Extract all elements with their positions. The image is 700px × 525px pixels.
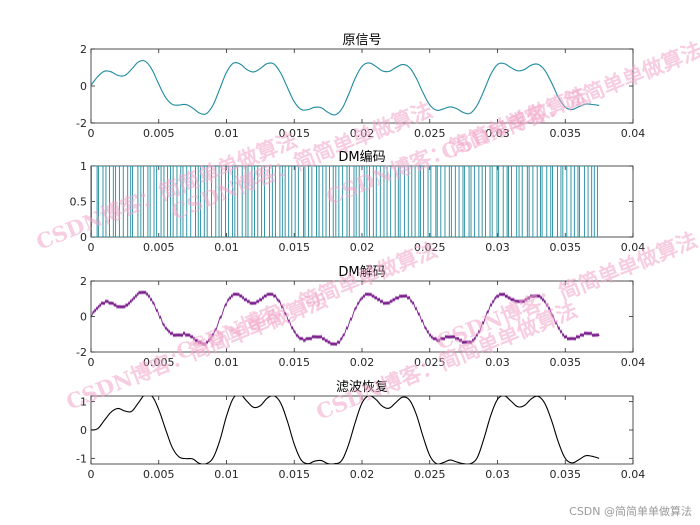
x-tick-label: 0 — [88, 241, 95, 254]
dm-decoded-line — [91, 290, 600, 347]
y-tick-label: 1 — [80, 396, 87, 409]
subplot-4: 滤波恢复 0 0.005 0.01 0.015 0.02 0.025 0.03 0.035 0.0… — [76, 380, 645, 481]
x-tick-label: 0.005 — [143, 468, 175, 481]
y-tick-label: 0 — [80, 80, 87, 93]
x-tick-label: 0 — [88, 356, 95, 369]
x-tick-label: 0.005 — [143, 356, 175, 369]
subplot-3: DM解码 0 0.005 0.01 0.015 0.02 0.025 0.03 0.035 0.0… — [76, 265, 645, 369]
y-tick-label: 1 — [80, 160, 87, 173]
x-tick-label: 0.035 — [550, 356, 582, 369]
subplot-title: 滤波恢复 — [336, 380, 388, 395]
x-tick-label: 0.035 — [550, 241, 582, 254]
x-tick-label: 0.01 — [214, 241, 239, 254]
x-tick-label: 0.015 — [279, 241, 311, 254]
x-tick-label: 0.02 — [350, 468, 375, 481]
x-tick-label: 0.025 — [414, 241, 446, 254]
x-tick-label: 0.04 — [621, 468, 646, 481]
y-tick-label: 0 — [80, 424, 87, 437]
subplot-1: 原信号 0 0.005 0.01 0.015 0.02 0.025 0.03 0.035 0.04… — [76, 33, 645, 140]
x-tick-label: 0.015 — [279, 356, 311, 369]
x-tick-label: 0.02 — [350, 127, 375, 140]
x-tick-label: 0.035 — [550, 127, 582, 140]
x-tick-label: 0.03 — [485, 127, 510, 140]
axes-box — [90, 395, 634, 465]
plot-area — [91, 396, 600, 464]
y-tick-label: -2 — [76, 117, 87, 130]
x-tick-label: 0.01 — [214, 127, 239, 140]
axes-box — [90, 165, 634, 238]
x-tick-label: 0.02 — [350, 241, 375, 254]
y-tick-label: 0 — [80, 231, 87, 244]
plot-area — [91, 166, 600, 237]
x-tick-label: 0.005 — [143, 241, 175, 254]
subplot-2: DM编码 0 0.005 0.01 0.015 0.02 0.025 0.03 0.035 0.0… — [70, 150, 646, 254]
y-tick-label: 0.5 — [70, 196, 88, 209]
x-tick-label: 0 — [88, 468, 95, 481]
x-tick-label: 0.01 — [214, 468, 239, 481]
axes-box — [90, 48, 634, 124]
x-tick-label: 0.03 — [485, 468, 510, 481]
x-tick-label: 0.02 — [350, 356, 375, 369]
x-tick-label: 0.035 — [550, 468, 582, 481]
y-tick-label: 0 — [80, 311, 87, 324]
subplot-title: DM解码 — [338, 265, 385, 280]
x-tick-label: 0.04 — [621, 241, 646, 254]
x-tick-label: 0.005 — [143, 127, 175, 140]
subplot-title: DM编码 — [338, 150, 385, 165]
x-tick-label: 0 — [88, 127, 95, 140]
x-tick-label: 0.025 — [414, 468, 446, 481]
csdn-credit: CSDN @简简单单做算法 — [569, 505, 692, 518]
y-tick-label: -2 — [76, 346, 87, 359]
x-tick-label: 0.04 — [621, 356, 646, 369]
x-tick-label: 0.03 — [485, 356, 510, 369]
x-tick-label: 0.03 — [485, 241, 510, 254]
x-tick-label: 0.01 — [214, 356, 239, 369]
series-line — [91, 396, 600, 464]
plot-area — [91, 59, 600, 116]
subplot-title: 原信号 — [342, 33, 381, 48]
series-line — [91, 59, 600, 116]
y-tick-label: -1 — [76, 452, 87, 465]
x-tick-label: 0.015 — [279, 127, 311, 140]
y-tick-label: 2 — [80, 275, 87, 288]
x-tick-label: 0.025 — [414, 356, 446, 369]
x-tick-label: 0.015 — [279, 468, 311, 481]
x-tick-label: 0.04 — [621, 127, 646, 140]
y-tick-label: 2 — [80, 43, 87, 56]
x-tick-label: 0.025 — [414, 127, 446, 140]
plot-area — [91, 290, 600, 347]
